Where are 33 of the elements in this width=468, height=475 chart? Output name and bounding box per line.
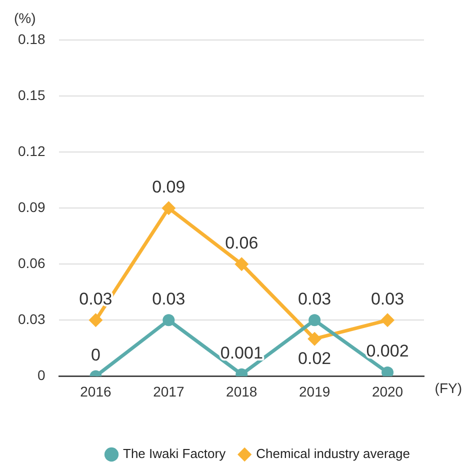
data-label: 0.03 bbox=[298, 289, 332, 308]
y-tick-label: 0.15 bbox=[18, 86, 46, 103]
point bbox=[382, 366, 394, 376]
legend-label: Chemical industry average bbox=[256, 446, 410, 462]
data-label: 0.001 bbox=[220, 344, 263, 363]
data-label: 0.03 bbox=[370, 289, 404, 308]
y-tick-label: 0.18 bbox=[18, 30, 46, 47]
y-axis-title: (%) bbox=[14, 10, 36, 26]
y-tick-label: 0.06 bbox=[18, 254, 46, 271]
data-label: 0.06 bbox=[225, 233, 258, 252]
legend-label: The Iwaki Factory bbox=[123, 446, 226, 462]
y-tick-label: 0.12 bbox=[18, 142, 46, 159]
x-tick-label: 2018 bbox=[226, 383, 258, 400]
data-label: 0.03 bbox=[152, 289, 186, 308]
data-label: 0 bbox=[90, 345, 100, 364]
point bbox=[162, 201, 176, 216]
x-tick-label: 2020 bbox=[372, 383, 404, 400]
x-tick-label: 2016 bbox=[80, 383, 112, 400]
y-tick-label: 0 bbox=[37, 367, 46, 384]
x-axis-title: (FY) bbox=[434, 380, 462, 396]
point bbox=[308, 332, 322, 346]
point bbox=[308, 314, 321, 326]
x-tick-label: 2017 bbox=[153, 383, 184, 400]
data-label: 0.09 bbox=[152, 177, 186, 196]
x-tick-label: 2019 bbox=[298, 383, 330, 400]
point bbox=[380, 313, 395, 328]
point bbox=[88, 313, 103, 328]
y-tick-label: 0.09 bbox=[18, 198, 46, 215]
y-tick-label: 0.03 bbox=[18, 311, 46, 328]
data-label: 0.002 bbox=[366, 342, 409, 361]
data-label: 0.02 bbox=[298, 349, 332, 368]
point bbox=[162, 314, 175, 326]
point bbox=[234, 257, 249, 272]
